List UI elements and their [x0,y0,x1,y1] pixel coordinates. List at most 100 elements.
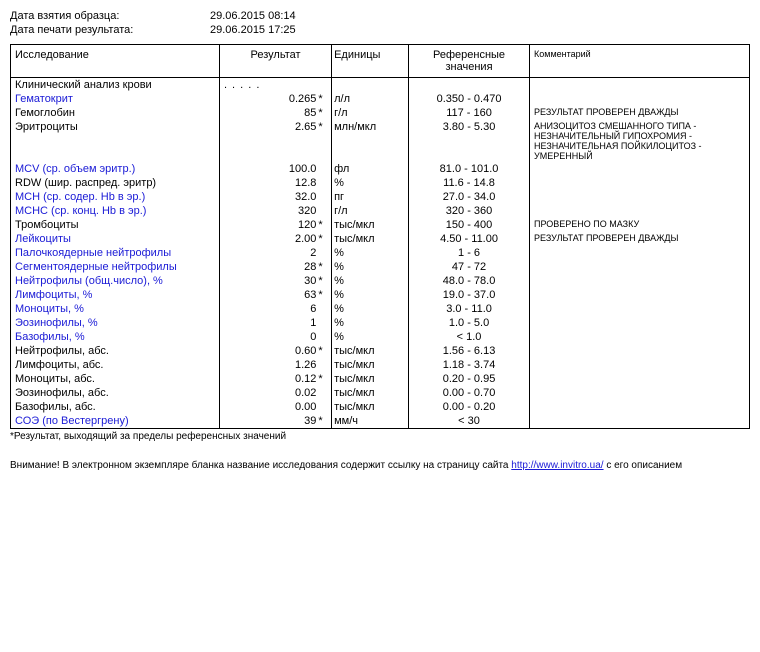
units: % [332,316,409,330]
footnote: *Результат, выходящий за пределы референ… [10,431,750,442]
reference-range: 11.6 - 14.8 [409,176,530,190]
units: тыс/мкл [332,372,409,386]
study-link[interactable]: Лимфоциты, % [11,288,220,302]
study-link[interactable]: Моноциты, % [11,302,220,316]
study-link[interactable]: MCHC (ср. конц. Hb в эр.) [11,204,220,218]
reference-range: 3.0 - 11.0 [409,302,530,316]
result-value: 39 [219,414,318,429]
comment [530,358,750,372]
notice-link[interactable]: http://www.invitro.ua/ [511,460,603,471]
study-link[interactable]: Палочкоядерные нейтрофилы [11,246,220,260]
result-flag [318,162,331,176]
table-row: СОЭ (по Вестергрену)39*мм/ч< 30 [11,414,750,429]
study-link[interactable]: Гематокрит [11,92,220,106]
study-link[interactable]: Сегментоядерные нейтрофилы [11,260,220,274]
comment [530,330,750,344]
result-flag: * [318,232,331,246]
units: тыс/мкл [332,344,409,358]
units: тыс/мкл [332,232,409,246]
result-flag: * [318,344,331,358]
notice: Внимание! В электронном экземпляре бланк… [10,460,750,471]
units: % [332,302,409,316]
comment: РЕЗУЛЬТАТ ПРОВЕРЕН ДВАЖДЫ [530,106,750,120]
table-row: Лейкоциты2.00*тыс/мкл4.50 - 11.00РЕЗУЛЬТ… [11,232,750,246]
units: пг [332,190,409,204]
reference-range: 117 - 160 [409,106,530,120]
units [332,78,409,93]
table-row: Сегментоядерные нейтрофилы28*%47 - 72 [11,260,750,274]
comment [530,260,750,274]
reference-range: 0.00 - 0.70 [409,386,530,400]
comment: ПРОВЕРЕНО ПО МАЗКУ [530,218,750,232]
result-flag: * [318,288,331,302]
header-: Результат [219,45,331,78]
table-row: MCHC (ср. конц. Hb в эр.)320г/л320 - 360 [11,204,750,218]
study-link[interactable]: Базофилы, % [11,330,220,344]
result-value: 1 [219,316,318,330]
result-value: 2 [219,246,318,260]
result-value: 0.60 [219,344,318,358]
study-link[interactable]: СОЭ (по Вестергрену) [11,414,220,429]
result-value: . . . . . [219,78,318,93]
notice-pre: Внимание! В электронном экземпляре бланк… [10,460,511,471]
comment [530,78,750,93]
result-value: 0 [219,330,318,344]
table-row: Нейтрофилы, абс.0.60*тыс/мкл1.56 - 6.13 [11,344,750,358]
study-link[interactable]: Лейкоциты [11,232,220,246]
comment [530,162,750,176]
table-row: Лимфоциты, %63*%19.0 - 37.0 [11,288,750,302]
result-value: 0.265 [219,92,318,106]
units: % [332,288,409,302]
result-flag: * [318,372,331,386]
comment [530,176,750,190]
units: л/л [332,92,409,106]
result-flag: * [318,120,331,162]
reference-range: 19.0 - 37.0 [409,288,530,302]
study-name: Тромбоциты [11,218,220,232]
reference-range: 1.56 - 6.13 [409,344,530,358]
result-flag [318,246,331,260]
result-flag: * [318,414,331,429]
study-name: Гемоглобин [11,106,220,120]
result-flag: * [318,92,331,106]
table-row: Моноциты, %6%3.0 - 11.0 [11,302,750,316]
result-flag [318,176,331,190]
result-value: 320 [219,204,318,218]
reference-range: 27.0 - 34.0 [409,190,530,204]
comment [530,316,750,330]
study-link[interactable]: Эозинофилы, % [11,316,220,330]
reference-range: 150 - 400 [409,218,530,232]
units: тыс/мкл [332,218,409,232]
units: тыс/мкл [332,386,409,400]
comment: АНИЗОЦИТОЗ СМЕШАННОГО ТИПА - НЕЗНАЧИТЕЛЬ… [530,120,750,162]
units: тыс/мкл [332,358,409,372]
result-flag: * [318,106,331,120]
table-row: Клинический анализ крови. . . . . [11,78,750,93]
units: % [332,176,409,190]
study-link[interactable]: MCH (ср. содер. Hb в эр.) [11,190,220,204]
study-link[interactable]: Нейтрофилы (общ.число), % [11,274,220,288]
study-link[interactable]: MCV (ср. объем эритр.) [11,162,220,176]
comment [530,414,750,429]
reference-range: 1 - 6 [409,246,530,260]
print-date-label: Дата печати результата: [10,24,210,36]
units: % [332,330,409,344]
table-row: Моноциты, абс.0.12*тыс/мкл0.20 - 0.95 [11,372,750,386]
table-row: Базофилы, %0%< 1.0 [11,330,750,344]
header-col-comment: Комментарий [530,45,750,78]
result-flag [318,78,331,93]
reference-range: 3.80 - 5.30 [409,120,530,162]
result-flag [318,330,331,344]
table-body: Клинический анализ крови. . . . .Гематок… [11,78,750,429]
result-value: 1.26 [219,358,318,372]
result-flag [318,302,331,316]
comment [530,344,750,358]
units: тыс/мкл [332,400,409,414]
table-row: Эозинофилы, абс.0.02тыс/мкл0.00 - 0.70 [11,386,750,400]
result-value: 2.00 [219,232,318,246]
result-flag [318,190,331,204]
units: % [332,246,409,260]
result-flag [318,204,331,218]
table-row: Гематокрит0.265*л/л0.350 - 0.470 [11,92,750,106]
comment [530,288,750,302]
